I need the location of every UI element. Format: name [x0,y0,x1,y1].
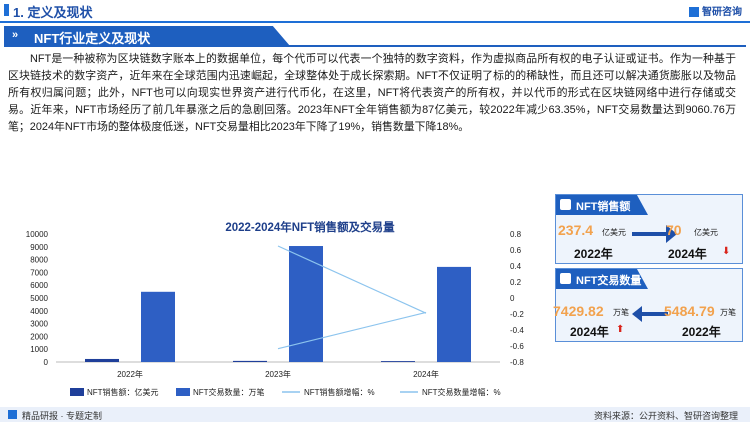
volume-2024-year: 2024年 [570,325,609,339]
x-tick-label: 2023年 [265,369,291,379]
y-right-tick-label: -0.4 [510,326,524,335]
sales-2022-unit: 亿美元 [602,228,626,237]
sales-2022-year: 2022年 [574,247,613,261]
combo-chart: 0 1000 2000 3000 4000 5000 6000 7000 8000 9000 100… [26,230,525,397]
volume-2024-value: 7429.82 [553,303,604,319]
line-volume-growth [277,245,427,314]
x-tick-label: 2024年 [413,369,439,379]
y-right-tick-label: 0.8 [510,230,522,239]
volume-panel-header: NFT交易数量 [556,269,648,289]
bar-chart-icon [560,273,571,284]
banner-title: NFT行业定义及现状 [34,31,151,46]
y-left-tick-label: 3000 [30,320,48,329]
y-left-tick-label: 0 [44,358,49,367]
brand-logo: 智研咨询 [689,3,742,18]
x-tick-label: 2022年 [117,369,143,379]
y-left-tick-label: 1000 [30,345,48,354]
volume-2022-value: 5484.79 [664,303,715,319]
intro-paragraph: NFT是一种被称为区块链数字账本上的数据单位，每个代币可以代表一个独特的数字资料… [8,53,736,133]
top-header: 1. 定义及现状 智研咨询 [0,0,750,22]
arrow-right-icon [632,225,677,243]
y-left-tick-label: 10000 [26,230,49,239]
bar-volume [289,246,323,362]
volume-2022-year: 2022年 [682,325,721,339]
volume-panel: NFT交易数量 7429.82 万笔 2024年 ⬆ 5484.79 万笔 20… [553,268,743,342]
arrow-down-icon: ⬇ [722,246,731,257]
volume-2022-unit: 万笔 [720,308,736,317]
y-right-tick-label: 0.4 [510,262,522,271]
chart-icon [560,199,571,210]
y-left-tick-label: 4000 [30,307,48,316]
y-right-tick-label: 0.2 [510,278,522,287]
y-right-tick-label: -0.2 [510,310,524,319]
logo-text: 智研咨询 [702,7,742,18]
sales-2024-year: 2024年 [668,247,707,261]
bar-sales [233,360,267,362]
legend-label: NFT交易数量增幅：% [422,387,501,397]
bar-volume [141,291,175,362]
y-right-tick-label: -0.8 [510,358,524,367]
y-left-tick-label: 9000 [30,243,48,252]
sales-panel-header: NFT销售额 [556,195,648,215]
y-right-tick-label: 0 [510,294,515,303]
sales-panel-title: NFT销售额 [576,201,631,213]
volume-panel-title: NFT交易数量 [576,275,642,287]
sales-panel: NFT销售额 237.4 亿美元 2022年 70 亿美元 2024年 ⬇ [555,194,743,264]
y-right-tick-label: -0.6 [510,342,524,351]
y-left-tick-label: 5000 [30,294,48,303]
bar-sales [85,358,119,362]
legend-label: NFT销售额增幅：% [304,387,375,397]
line-sales-growth [277,311,427,350]
page-footer: 精品研报 · 专题定制 资料来源：公开资料、智研咨询整理 [0,407,750,422]
y-left-tick-label: 8000 [30,256,48,265]
sales-2024-unit: 亿美元 [694,228,718,237]
footer-source: 资料来源：公开资料、智研咨询整理 [593,411,738,421]
y-right-tick-label: 0.6 [510,246,522,255]
legend-label: NFT销售额：亿美元 [87,387,159,397]
chart-title: 2022-2024年NFT销售额及交易量 [225,222,395,234]
footer-tagline: 精品研报 · 专题定制 [22,411,102,421]
sales-2022-value: 237.4 [558,222,594,238]
y-left-tick-label: 7000 [30,268,48,277]
sales-2024-value: 70 [666,222,682,238]
section-title: 1. 定义及现状 [13,5,93,20]
banner-divider [4,45,746,47]
bar-volume [437,266,471,362]
volume-2024-unit: 万笔 [613,308,629,317]
y-left-tick-label: 2000 [30,332,48,341]
legend-label: NFT交易数量：万笔 [193,387,265,397]
arrow-left-icon [632,306,668,322]
header-divider [0,21,750,23]
y-left-tick-label: 6000 [30,281,48,290]
logo-icon [689,7,699,18]
bar-sales [381,361,415,362]
report-icon [8,410,17,419]
section-marker [4,4,9,16]
legend-swatch [70,388,84,396]
arrow-up-icon: ⬆ [616,324,625,335]
chevron-right-icon: » [12,29,19,41]
legend-swatch [176,388,190,396]
topic-banner: » NFT行业定义及现状 [4,26,290,46]
